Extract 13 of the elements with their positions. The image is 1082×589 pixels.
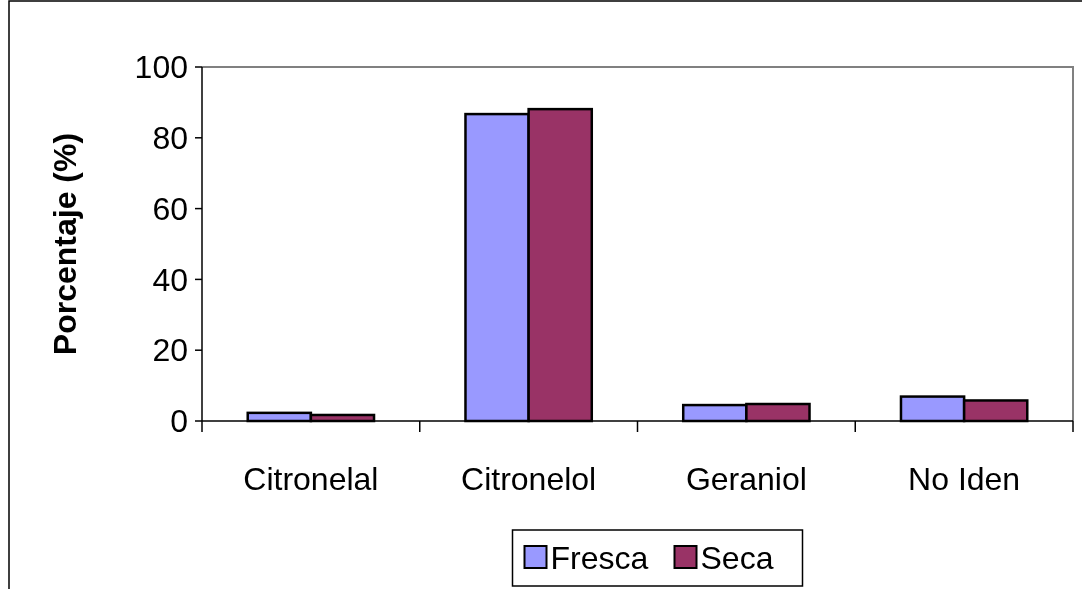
y-tick-label: 100: [134, 49, 188, 86]
y-tick-label: 40: [152, 261, 188, 298]
legend-label: Fresca: [550, 540, 649, 577]
x-tick-label: Citronelol: [461, 461, 597, 497]
y-tick-label: 0: [170, 403, 188, 440]
y-tick-label: 80: [152, 120, 188, 156]
x-tick-label: Citronelal: [243, 461, 379, 497]
legend-label: Seca: [700, 540, 774, 577]
x-tick-label: Geraniol: [685, 461, 807, 497]
y-axis-title: Porcentaje (%): [47, 132, 83, 356]
x-tick-label: No Iden: [908, 461, 1021, 497]
y-tick-label: 20: [152, 332, 188, 369]
y-tick-label: 60: [152, 190, 188, 227]
